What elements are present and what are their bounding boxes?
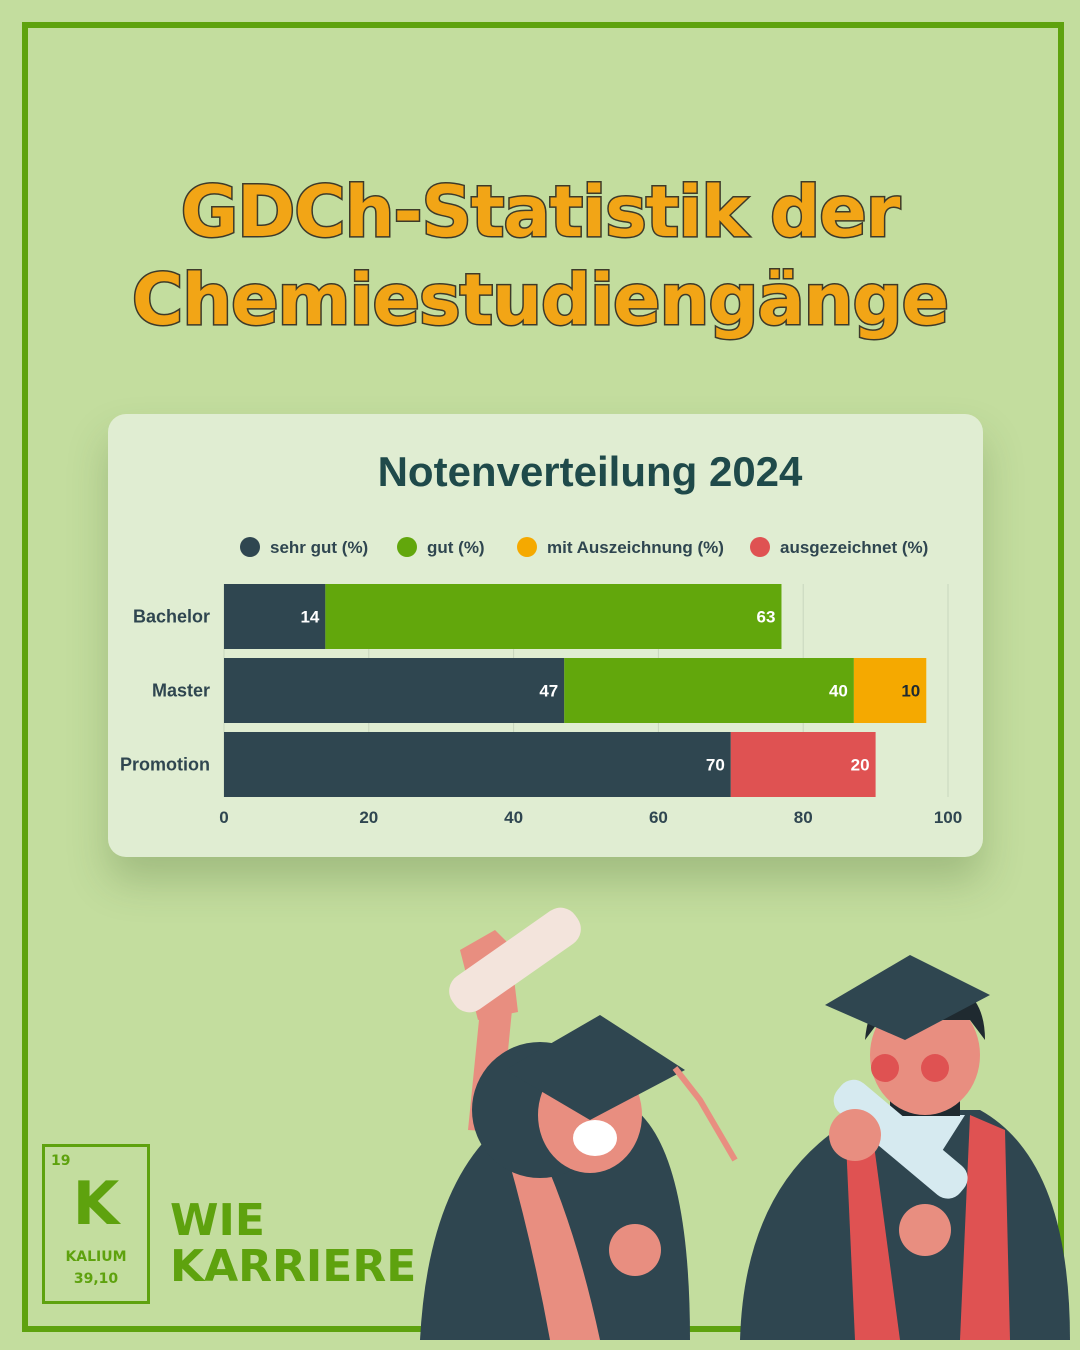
data-label: 10 xyxy=(901,682,920,701)
chart-title: Notenverteilung 2024 xyxy=(377,448,803,495)
legend-label: sehr gut (%) xyxy=(270,538,368,557)
x-tick-label: 40 xyxy=(504,808,523,827)
kalium-element-logo: 19 K KALIUM 39,10 xyxy=(42,1144,150,1304)
bar-segment xyxy=(730,732,876,797)
brand-line-1: WIE xyxy=(170,1195,265,1246)
stacked-bar-chart: 0 20 40 60 80 100 sehr gut (%) gut (%) mit Ausze… xyxy=(120,537,962,827)
logo-element-name: KALIUM xyxy=(65,1249,127,1265)
bar-segment xyxy=(853,658,927,723)
bar-segment xyxy=(224,732,731,797)
x-tick-label: 60 xyxy=(649,808,668,827)
data-label: 70 xyxy=(706,756,725,775)
graduate-woman xyxy=(420,907,738,1340)
brand-line-2: KARRIERE xyxy=(170,1241,417,1292)
data-label: 40 xyxy=(829,682,848,701)
legend-swatch xyxy=(517,537,537,557)
y-category-label: Promotion xyxy=(120,755,210,775)
x-tick-label: 80 xyxy=(794,808,813,827)
legend-label: mit Auszeichnung (%) xyxy=(547,538,724,557)
bar-segment xyxy=(224,584,326,649)
x-tick-label: 20 xyxy=(359,808,378,827)
bar-segment xyxy=(224,658,565,723)
graduates-illustration xyxy=(420,907,1070,1340)
logo-symbol: K xyxy=(72,1169,120,1239)
legend-label: gut (%) xyxy=(427,538,485,557)
page-title: GDCh-Statistik der Chemiestudiengänge xyxy=(0,168,1080,344)
legend-swatch xyxy=(240,537,260,557)
data-label: 20 xyxy=(851,756,870,775)
y-category-label: Master xyxy=(152,681,210,701)
legend-swatch xyxy=(397,537,417,557)
data-label: 14 xyxy=(300,608,319,627)
logo-atomic-mass: 39,10 xyxy=(73,1271,119,1287)
brand-wordmark: WIE KARRIERE xyxy=(170,1198,416,1290)
logo-atomic-number: 19 xyxy=(51,1153,71,1169)
bar-segment xyxy=(564,658,854,723)
bar-segment xyxy=(325,584,782,649)
x-tick-label: 0 xyxy=(219,808,228,827)
graduate-man xyxy=(740,955,1070,1340)
title-line-1: GDCh-Statistik der xyxy=(179,170,902,255)
y-category-label: Bachelor xyxy=(133,607,210,627)
data-label: 63 xyxy=(757,608,776,627)
x-tick-label: 100 xyxy=(934,808,962,827)
data-label: 47 xyxy=(539,682,558,701)
title-line-2: Chemiestudiengänge xyxy=(130,258,950,343)
legend-label: ausgezeichnet (%) xyxy=(780,538,928,557)
legend-swatch xyxy=(750,537,770,557)
